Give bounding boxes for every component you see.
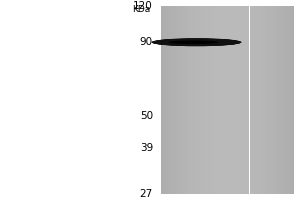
Bar (267, 6, 269, 194)
Bar (223, 6, 225, 194)
Bar (194, 6, 196, 194)
Ellipse shape (155, 40, 238, 44)
Bar (169, 6, 172, 194)
Bar (236, 6, 239, 194)
Bar (292, 6, 294, 194)
Bar (160, 6, 163, 194)
Ellipse shape (152, 38, 241, 46)
Bar (167, 6, 170, 194)
Bar (232, 6, 234, 194)
Bar (165, 6, 167, 194)
Bar (285, 6, 287, 194)
Bar (281, 6, 283, 194)
Text: 27: 27 (140, 189, 153, 199)
Bar (201, 6, 203, 194)
Bar (185, 6, 187, 194)
Bar (225, 6, 227, 194)
Bar (196, 6, 198, 194)
Ellipse shape (155, 40, 238, 44)
Bar (283, 6, 285, 194)
Bar (192, 6, 194, 194)
Bar (263, 6, 265, 194)
Bar (247, 6, 250, 194)
Bar (187, 6, 189, 194)
Bar (238, 6, 241, 194)
Ellipse shape (152, 38, 242, 46)
Bar (261, 6, 263, 194)
Bar (189, 6, 192, 194)
Bar (290, 6, 292, 194)
Bar (250, 6, 252, 194)
Bar (216, 6, 218, 194)
Bar (254, 6, 256, 194)
Ellipse shape (153, 39, 240, 45)
Ellipse shape (153, 39, 240, 46)
Bar (256, 6, 258, 194)
Bar (214, 6, 216, 194)
Bar (198, 6, 201, 194)
Bar (258, 6, 261, 194)
Bar (218, 6, 220, 194)
Ellipse shape (153, 39, 240, 45)
Ellipse shape (152, 39, 241, 46)
Bar (212, 6, 214, 194)
Ellipse shape (154, 40, 239, 45)
Bar (172, 6, 174, 194)
Bar (203, 6, 205, 194)
Ellipse shape (154, 40, 239, 45)
Bar (227, 6, 230, 194)
Bar (178, 6, 181, 194)
Bar (181, 6, 183, 194)
Ellipse shape (169, 40, 218, 44)
Ellipse shape (155, 40, 238, 44)
Bar (220, 6, 223, 194)
Bar (274, 6, 276, 194)
Ellipse shape (155, 40, 238, 44)
Bar (269, 6, 272, 194)
Bar (265, 6, 267, 194)
Text: 90: 90 (140, 37, 153, 47)
Bar (234, 6, 236, 194)
Ellipse shape (156, 41, 237, 44)
Bar (205, 6, 207, 194)
Text: 50: 50 (140, 111, 153, 121)
Bar (243, 6, 245, 194)
Bar (245, 6, 247, 194)
Bar (174, 6, 176, 194)
Bar (272, 6, 274, 194)
Ellipse shape (154, 40, 239, 45)
Bar (209, 6, 212, 194)
Bar (241, 6, 243, 194)
Bar (276, 6, 278, 194)
Ellipse shape (152, 39, 241, 46)
Bar (230, 6, 232, 194)
Bar (207, 6, 209, 194)
Bar (252, 6, 254, 194)
Ellipse shape (154, 39, 239, 45)
Ellipse shape (154, 40, 238, 45)
Bar (278, 6, 281, 194)
Ellipse shape (156, 41, 237, 44)
Bar (287, 6, 290, 194)
Ellipse shape (153, 39, 240, 45)
Text: 120: 120 (133, 1, 153, 11)
Bar (183, 6, 185, 194)
Text: KDa: KDa (132, 5, 150, 14)
Text: 39: 39 (140, 143, 153, 153)
Ellipse shape (152, 39, 241, 46)
Bar (176, 6, 178, 194)
Bar (163, 6, 165, 194)
